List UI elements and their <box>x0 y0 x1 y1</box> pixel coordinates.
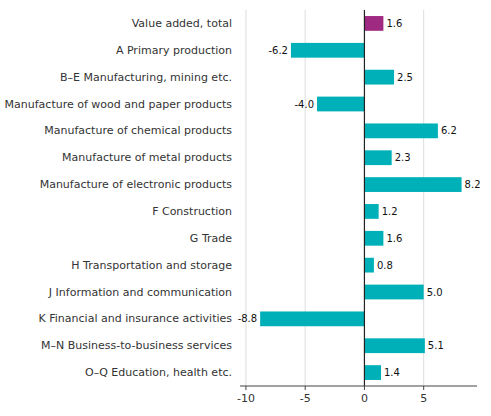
bar <box>364 231 383 246</box>
category-label: Manufacture of metal products <box>62 151 232 164</box>
bar <box>317 97 364 112</box>
bar <box>364 338 424 353</box>
category-label: Manufacture of chemical products <box>44 124 232 137</box>
chart-container: Value added, total A Primary production B–… <box>0 0 491 416</box>
bar <box>364 177 461 192</box>
x-tick-label: -5 <box>300 392 311 405</box>
data-label: 5.0 <box>427 287 443 298</box>
data-label: -8.8 <box>238 313 258 324</box>
x-axis: -10 -5 0 5 <box>237 386 477 405</box>
data-label: 1.4 <box>384 367 400 378</box>
x-tick <box>423 386 424 390</box>
bar <box>364 365 381 380</box>
grid-line <box>305 10 306 386</box>
bar <box>364 204 378 219</box>
data-label: -4.0 <box>295 99 315 110</box>
bar <box>364 150 391 165</box>
x-tick-label: 0 <box>361 392 368 405</box>
data-label: 1.6 <box>386 233 402 244</box>
category-label: O–Q Education, health etc. <box>85 366 232 379</box>
data-label: 6.2 <box>441 125 457 136</box>
bar <box>291 43 364 58</box>
category-label: F Construction <box>152 205 232 218</box>
x-axis-line <box>240 386 477 387</box>
x-tick <box>245 386 246 390</box>
data-label: -6.2 <box>268 45 288 56</box>
bar <box>364 258 373 273</box>
category-label: Manufacture of wood and paper products <box>5 98 233 111</box>
data-label: 1.6 <box>386 18 402 29</box>
data-label: 5.1 <box>428 340 444 351</box>
chart-svg: Value added, total A Primary production B–… <box>0 0 491 416</box>
bar <box>364 123 437 138</box>
data-labels: 1.6 -6.2 2.5 -4.0 6.2 2.3 8.2 1.2 1.6 0.8 5.0 -8.8 5… <box>238 18 481 378</box>
bars <box>260 16 461 380</box>
data-label: 0.8 <box>377 260 393 271</box>
category-label: Manufacture of electronic products <box>40 178 233 191</box>
grid-line <box>423 10 424 386</box>
zero-line <box>364 10 365 386</box>
category-label: J Information and communication <box>48 286 232 299</box>
data-label: 1.2 <box>382 206 398 217</box>
category-label: B–E Manufacturing, mining etc. <box>60 71 232 84</box>
category-label: G Trade <box>190 232 232 245</box>
grid-line <box>245 10 246 386</box>
data-label: 2.5 <box>397 72 413 83</box>
category-label: Value added, total <box>132 17 232 30</box>
bar <box>260 311 364 326</box>
x-tick <box>364 386 365 390</box>
bar <box>364 70 394 85</box>
category-label: A Primary production <box>116 44 232 57</box>
category-label: K Financial and insurance activities <box>39 312 233 325</box>
category-label: M–N Business-to-business services <box>41 339 232 352</box>
data-label: 2.3 <box>395 152 411 163</box>
bar <box>364 285 423 300</box>
category-label: H Transportation and storage <box>71 259 232 272</box>
x-tick <box>305 386 306 390</box>
grid <box>246 10 424 386</box>
bar <box>364 16 383 31</box>
x-tick-label: 5 <box>420 392 427 405</box>
x-tick-label: -10 <box>237 392 255 405</box>
data-label: 8.2 <box>465 179 481 190</box>
